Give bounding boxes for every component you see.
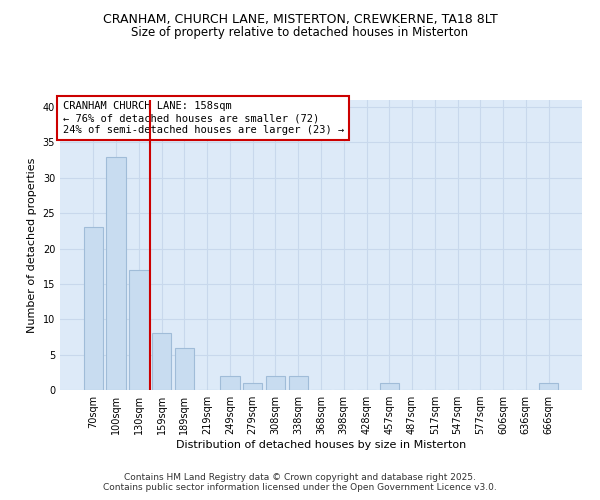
Bar <box>220 376 239 390</box>
Y-axis label: Number of detached properties: Number of detached properties <box>27 158 37 332</box>
Bar <box>175 348 194 390</box>
Text: CRANHAM, CHURCH LANE, MISTERTON, CREWKERNE, TA18 8LT: CRANHAM, CHURCH LANE, MISTERTON, CREWKER… <box>103 12 497 26</box>
Bar <box>266 376 285 390</box>
X-axis label: Distribution of detached houses by size in Misterton: Distribution of detached houses by size … <box>176 440 466 450</box>
Bar <box>152 334 172 390</box>
Bar <box>380 383 399 390</box>
Text: CRANHAM CHURCH LANE: 158sqm
← 76% of detached houses are smaller (72)
24% of sem: CRANHAM CHURCH LANE: 158sqm ← 76% of det… <box>62 102 344 134</box>
Text: Size of property relative to detached houses in Misterton: Size of property relative to detached ho… <box>131 26 469 39</box>
Bar <box>289 376 308 390</box>
Text: Contains HM Land Registry data © Crown copyright and database right 2025.
Contai: Contains HM Land Registry data © Crown c… <box>103 473 497 492</box>
Bar <box>243 383 262 390</box>
Bar <box>539 383 558 390</box>
Bar <box>129 270 149 390</box>
Bar <box>106 156 126 390</box>
Bar <box>84 228 103 390</box>
